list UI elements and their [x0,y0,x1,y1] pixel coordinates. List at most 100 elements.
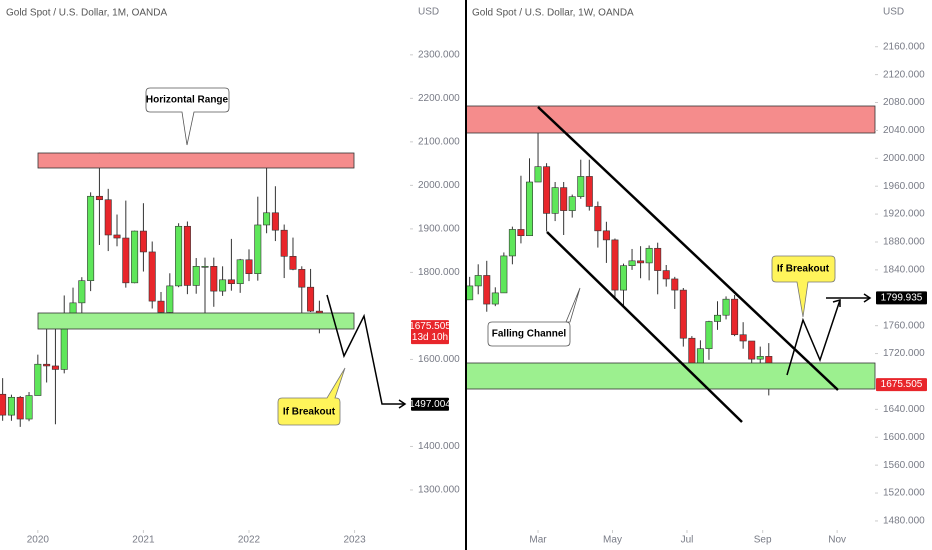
y-tick-label: 2300.000 [418,49,460,60]
candle-body [474,275,482,287]
price-tag-label: 1675.505 [881,379,923,390]
candle-body [166,285,174,313]
right-drawings: If Breakout Falling Channel [465,105,876,423]
price-tag [411,397,449,411]
arrow-head [398,399,407,409]
y-tick-label: 1840.000 [883,265,925,276]
support-zone [37,312,355,330]
price-tag [876,378,927,392]
candle-body [122,237,130,284]
x-tick-label: Mar [529,535,547,546]
projection-line [786,299,841,376]
y-tick-label: 1880.000 [883,237,925,248]
candle-body [705,321,713,349]
y-tick-label: 1600.000 [418,354,460,365]
candle-body [271,212,279,231]
y-tick-label: 2040.000 [883,125,925,136]
candle-body [263,212,271,226]
y-tick-label: 1920.000 [883,209,925,220]
candle-body [722,298,730,316]
candle-body [585,176,593,207]
candle-body [245,259,253,275]
candle-body [219,279,227,292]
candle-body [280,229,288,257]
y-tick-label: 1520.000 [883,488,925,499]
candle-body [688,337,696,366]
candle-body [210,266,218,292]
resistance-zone [37,152,355,169]
candle-body [16,396,24,420]
candle-body [568,196,576,211]
chart-title: Gold Spot / U.S. Dollar, 1W, OANDA [472,8,634,19]
candle-body [236,259,244,285]
callout-text: If Breakout [283,407,336,418]
candle-body [148,251,156,302]
y-tick-label: 2200.000 [418,93,460,104]
y-tick-label: 1720.000 [883,348,925,359]
x-tick-label: Jul [681,535,694,546]
y-tick-label: 2000.000 [418,180,460,191]
candle-body [491,292,499,305]
candle-body [662,270,670,280]
candle-body [466,285,474,301]
callout-text: Horizontal Range [146,95,229,106]
candle-body [748,340,756,360]
x-tick-label: 2022 [238,535,261,546]
x-tick-label: Sep [754,535,772,546]
candle-body [714,314,722,322]
candle-body [602,230,610,241]
price-tag-label: 1497.004 [409,399,451,410]
candle-body [654,247,662,271]
x-tick-label: May [603,535,622,546]
y-tick-label: 1300.000 [418,485,460,496]
candle-body [113,234,121,239]
candle-body [307,286,315,312]
left-drawings: Horizontal Range If Breakout [37,87,407,426]
callout-text: Falling Channel [492,329,567,340]
candle-body [227,279,235,285]
candle-body [577,176,585,197]
candle-body [525,181,533,237]
candle-body [731,298,739,336]
candle-body [637,260,645,264]
candle-body [619,265,627,291]
candle-body [645,247,653,264]
candle-body [517,229,525,237]
y-tick-label: 1480.000 [883,516,925,527]
callout-text: If Breakout [777,264,830,275]
candle-body [175,225,183,287]
support-zone [465,362,876,390]
candle-body [183,225,191,286]
candle-body [289,255,297,270]
axis-unit: USD [418,7,439,18]
callout-box [487,287,581,347]
arrow-head [863,293,872,303]
candle-body [739,334,747,342]
callout-box [277,367,346,426]
axis-unit: USD [883,7,904,18]
candle-body [131,230,139,284]
y-tick-label: 1600.000 [883,432,925,443]
y-tick-label: 1800.000 [418,267,460,278]
candles [0,152,323,427]
candle-body [551,187,559,214]
candle-body [594,206,602,232]
channel-line [537,106,839,391]
candle-body [560,187,568,211]
candle-body [34,363,42,396]
candle-body [51,365,59,370]
candles [466,109,773,396]
chart-title: Gold Spot / U.S. Dollar, 1M, OANDA [6,8,167,19]
candle-body [87,195,95,281]
y-tick-label: 1560.000 [883,460,925,471]
price-tag [876,291,927,305]
y-tick-label: 2080.000 [883,97,925,108]
callout-box [771,255,836,318]
candle-body [78,280,86,304]
candle-body [7,396,15,416]
y-tick-label: 1960.000 [883,181,925,192]
x-tick-label: 2020 [27,535,50,546]
projection-line [326,294,405,405]
y-tick-label: 2160.000 [883,41,925,52]
